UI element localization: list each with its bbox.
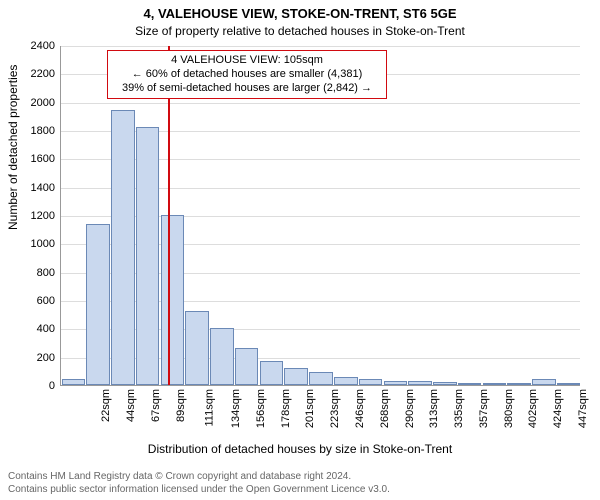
x-tick-label: 156sqm (255, 389, 267, 428)
histogram-bar (161, 215, 185, 385)
histogram-bar (62, 379, 86, 385)
histogram-bar (136, 127, 160, 385)
x-tick-label: 44sqm (125, 389, 137, 422)
y-tick-label: 2000 (31, 97, 55, 109)
property-callout: 4 VALEHOUSE VIEW: 105sqm ← 60% of detach… (107, 50, 387, 99)
y-tick-label: 1400 (31, 182, 55, 194)
histogram-bar (433, 382, 457, 385)
footer-line-2: Contains public sector information licen… (8, 484, 390, 497)
histogram-bar (235, 348, 259, 385)
y-tick-label: 1200 (31, 210, 55, 222)
histogram-bar (359, 379, 383, 385)
y-tick-label: 400 (37, 323, 55, 335)
histogram-bar (507, 383, 531, 385)
x-tick-label: 313sqm (428, 389, 440, 428)
x-tick-label: 134sqm (230, 389, 242, 428)
histogram-bar (185, 311, 209, 385)
x-tick-label: 268sqm (379, 389, 391, 428)
y-tick-label: 1000 (31, 238, 55, 250)
attribution-footer: Contains HM Land Registry data © Crown c… (8, 471, 390, 496)
y-axis-label: Number of detached properties (6, 65, 20, 230)
y-tick-label: 2200 (31, 68, 55, 80)
histogram-bar (483, 383, 507, 385)
histogram-bar (557, 383, 581, 385)
x-tick-label: 246sqm (354, 389, 366, 428)
histogram-bar (408, 381, 432, 385)
x-tick-label: 424sqm (552, 389, 564, 428)
x-tick-label: 290sqm (404, 389, 416, 428)
y-tick-label: 0 (49, 380, 55, 392)
x-tick-label: 67sqm (150, 389, 162, 422)
x-tick-label: 111sqm (204, 389, 216, 427)
footer-line-1: Contains HM Land Registry data © Crown c… (8, 471, 390, 484)
x-tick-label: 402sqm (527, 389, 539, 428)
x-tick-label: 22sqm (100, 389, 112, 422)
x-tick-label: 380sqm (503, 389, 515, 428)
grid-line (61, 103, 580, 104)
plot-area: 0200400600800100012001400160018002000220… (60, 46, 580, 386)
x-tick-label: 89sqm (175, 389, 187, 422)
x-tick-label: 335sqm (453, 389, 465, 428)
callout-line-1: 4 VALEHOUSE VIEW: 105sqm (114, 54, 380, 68)
histogram-bar (284, 368, 308, 385)
histogram-bar (111, 110, 135, 385)
y-tick-label: 1800 (31, 125, 55, 137)
y-tick-label: 1600 (31, 153, 55, 165)
callout-line-3: 39% of semi-detached houses are larger (… (114, 82, 380, 96)
y-tick-label: 2400 (31, 40, 55, 52)
x-axis-label: Distribution of detached houses by size … (0, 442, 600, 456)
y-tick-label: 600 (37, 295, 55, 307)
histogram-bar (210, 328, 234, 385)
y-tick-label: 200 (37, 352, 55, 364)
histogram-bar (532, 379, 556, 385)
grid-line (61, 46, 580, 47)
histogram-bar (334, 377, 358, 386)
histogram-bar (86, 224, 110, 386)
histogram-bar (309, 372, 333, 385)
x-tick-label: 447sqm (577, 389, 589, 428)
x-tick-label: 201sqm (305, 389, 317, 428)
chart-page: { "title": "4, VALEHOUSE VIEW, STOKE-ON-… (0, 0, 600, 500)
y-tick-label: 800 (37, 267, 55, 279)
chart-subtitle: Size of property relative to detached ho… (0, 24, 600, 38)
callout-line-2: ← 60% of detached houses are smaller (4,… (114, 68, 380, 82)
x-tick-label: 357sqm (478, 389, 490, 428)
x-tick-label: 223sqm (329, 389, 341, 428)
x-tick-label: 178sqm (280, 389, 292, 428)
histogram-bar (384, 381, 408, 385)
chart-title: 4, VALEHOUSE VIEW, STOKE-ON-TRENT, ST6 5… (0, 6, 600, 21)
histogram-bar (260, 361, 284, 385)
histogram-bar (458, 383, 482, 385)
